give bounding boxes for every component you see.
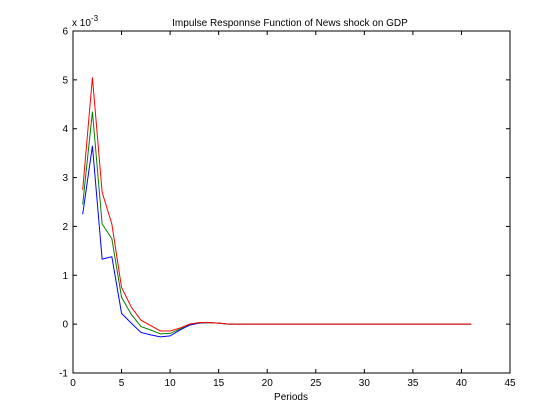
y-axis-multiplier-exponent: -3 [91, 14, 99, 23]
y-tick-label: 3 [62, 173, 68, 184]
x-tick-label: 10 [165, 378, 177, 389]
x-tick-label: 5 [119, 378, 125, 389]
plot-area-frame [72, 30, 511, 374]
x-tick-label: 35 [407, 378, 419, 389]
x-tick-label: 40 [456, 378, 468, 389]
y-tick-label: 6 [62, 27, 68, 38]
y-tick-label: 4 [62, 124, 68, 135]
y-tick-label: 2 [62, 222, 68, 233]
x-axis-label: Periods [274, 392, 308, 403]
y-tick-label: 5 [62, 75, 68, 86]
plot-frame [72, 30, 511, 374]
x-tick-label: 20 [262, 378, 274, 389]
series-group [82, 77, 472, 338]
x-tick-label: 0 [70, 378, 76, 389]
y-tick-label: -1 [59, 369, 68, 380]
y-axis-multiplier-base: x 10 [72, 18, 91, 29]
x-tick-label: 15 [213, 378, 225, 389]
x-axis: 0 5 10 15 20 25 30 35 40 45 [70, 31, 516, 389]
chart-title: Impulse Responnse Function of News shock… [172, 18, 408, 29]
x-tick-label: 30 [359, 378, 371, 389]
y-axis-multiplier: x 10-3 [72, 14, 99, 29]
y-tick-label: 1 [62, 271, 68, 282]
x-tick-label: 45 [504, 378, 516, 389]
y-tick-label: 0 [62, 320, 68, 331]
x-tick-label: 25 [310, 378, 322, 389]
series-line-3 [82, 77, 472, 332]
y-axis: -1 0 1 2 3 4 5 6 [59, 27, 510, 380]
